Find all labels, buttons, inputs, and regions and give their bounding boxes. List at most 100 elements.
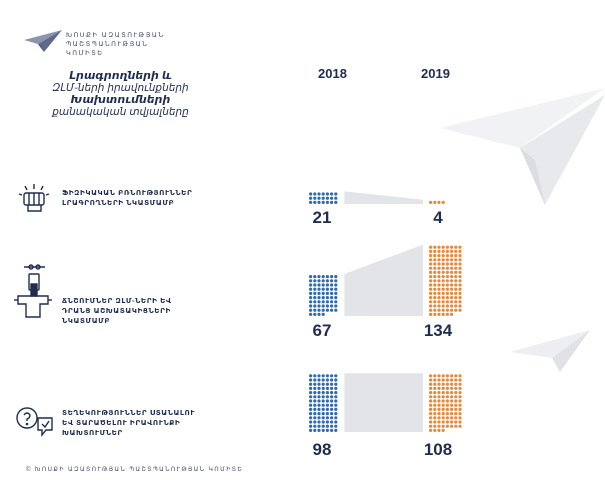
dot (325, 391, 329, 395)
value-label-2019-pressure: 134 (423, 321, 453, 340)
dot (330, 378, 334, 382)
dot (433, 374, 437, 378)
dot (437, 304, 441, 308)
bar-2019-physical-violence (429, 200, 445, 204)
dot (445, 266, 449, 270)
dot (330, 395, 334, 399)
dot (313, 378, 317, 382)
dot (458, 407, 462, 411)
dot (325, 420, 329, 424)
dot (330, 283, 334, 287)
dot (429, 266, 433, 270)
dot (454, 382, 458, 386)
dot (458, 279, 462, 283)
dot (458, 382, 462, 386)
dot (334, 308, 338, 312)
dot (334, 374, 338, 378)
dot (330, 296, 334, 300)
question-chat-icon (16, 407, 53, 437)
dot (334, 428, 338, 432)
dot (330, 416, 334, 420)
dot (321, 200, 325, 204)
dot (309, 386, 313, 390)
dot (437, 386, 441, 390)
dot (458, 249, 462, 253)
category-label-line: ԼՐԱԳՐՈՂՆԵՐԻ ՆԿԱՏՄԱՄԲ (62, 198, 175, 207)
dot (450, 391, 454, 395)
dot (445, 287, 449, 291)
dot (441, 258, 445, 262)
dot (313, 416, 317, 420)
dot (450, 386, 454, 390)
dot (321, 304, 325, 308)
dot (454, 420, 458, 424)
dot (433, 420, 437, 424)
dot (433, 412, 437, 416)
dot (454, 266, 458, 270)
dot (325, 386, 329, 390)
org-name: ԽՈՍՔԻ ԱԶԱՏՈՒԹՅԱՆ ՊԱՇՏՊԱՆՈՒԹՅԱՆ ԿՈՄԻՏԵ (66, 31, 186, 58)
dot (445, 279, 449, 283)
dot (433, 262, 437, 266)
dot (317, 395, 321, 399)
bg-plane-top-wing (440, 88, 605, 148)
dot (321, 300, 325, 304)
title-line: ԶԼՄ-ների իրավունքների (52, 82, 189, 94)
dot (317, 308, 321, 312)
dot (309, 395, 313, 399)
dot (450, 283, 454, 287)
dot (454, 300, 458, 304)
dot (450, 312, 454, 316)
dot (325, 378, 329, 382)
dot (437, 407, 441, 411)
dot (441, 291, 445, 295)
dot (321, 403, 325, 407)
dot (437, 266, 441, 270)
value-label-2018-pressure: 67 (312, 321, 332, 340)
dot (437, 312, 441, 316)
dot (334, 399, 338, 403)
value-label-2018-information-rights: 98 (312, 440, 332, 459)
dot (450, 275, 454, 279)
dot (429, 308, 433, 312)
dot (330, 200, 334, 204)
dot (313, 395, 317, 399)
dot (313, 196, 317, 200)
dot (437, 254, 441, 258)
dot (441, 374, 445, 378)
dot (450, 300, 454, 304)
dot (325, 403, 329, 407)
dot (317, 200, 321, 204)
dot (458, 374, 462, 378)
dot (437, 412, 441, 416)
dot (330, 300, 334, 304)
dot (325, 399, 329, 403)
dot (454, 254, 458, 258)
dot (454, 270, 458, 274)
dot (445, 312, 449, 316)
dot (441, 200, 445, 204)
dot (441, 312, 445, 316)
dot (441, 266, 445, 270)
dot (433, 245, 437, 249)
dot (429, 283, 433, 287)
dot (458, 412, 462, 416)
dot (454, 291, 458, 295)
dot (450, 407, 454, 411)
dot (433, 200, 437, 204)
dot (321, 291, 325, 295)
dot (454, 407, 458, 411)
dot (445, 403, 449, 407)
dot (437, 270, 441, 274)
dot (441, 283, 445, 287)
dot (458, 245, 462, 249)
dot (433, 407, 437, 411)
dot (441, 304, 445, 308)
connector-pressure (344, 244, 423, 316)
dot (309, 308, 313, 312)
dot (441, 262, 445, 266)
dot (454, 395, 458, 399)
dot (445, 304, 449, 308)
dot (429, 245, 433, 249)
